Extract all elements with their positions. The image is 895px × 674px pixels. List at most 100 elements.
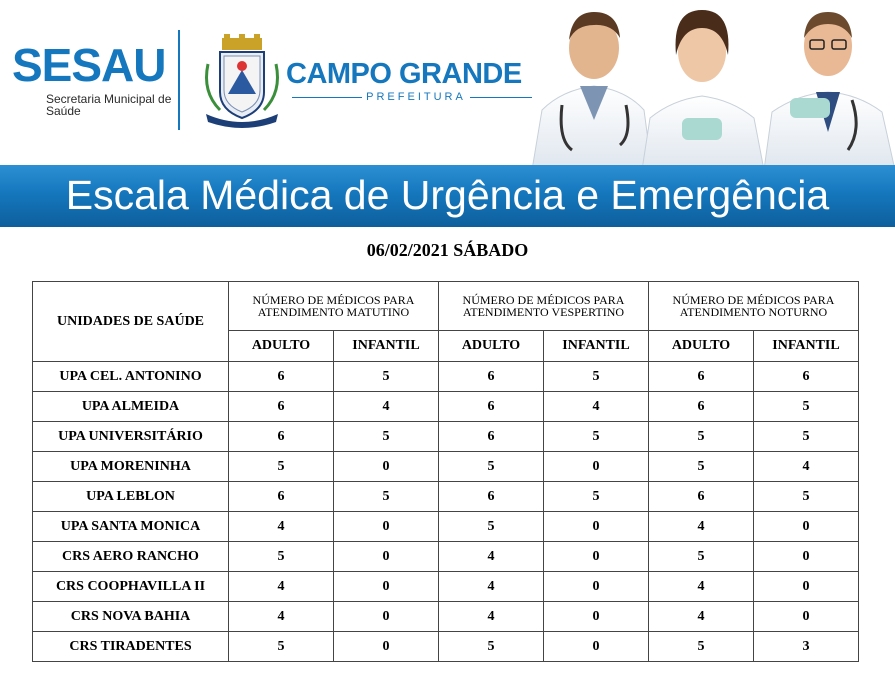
doctor-count: 6 xyxy=(648,361,754,392)
date-title: 06/02/2021 SÁBADO xyxy=(366,240,529,260)
unit-name: UPA MORENINHA xyxy=(32,451,229,482)
doctor-count: 5 xyxy=(753,391,859,422)
doctor-count: 5 xyxy=(228,541,334,572)
doctor-count: 5 xyxy=(543,421,649,452)
doctor-count: 4 xyxy=(753,451,859,482)
unit-name: UPA ALMEIDA xyxy=(32,391,229,422)
subheader-child: INFANTIL xyxy=(333,330,439,362)
doctor-count: 4 xyxy=(648,601,754,632)
doctor-count: 6 xyxy=(228,481,334,512)
doctor-count: 6 xyxy=(228,391,334,422)
doctors-photo xyxy=(532,0,895,170)
doctor-count: 5 xyxy=(543,481,649,512)
doctor-count: 0 xyxy=(333,451,439,482)
subheader-child: INFANTIL xyxy=(753,330,859,362)
doctor-count: 4 xyxy=(438,601,544,632)
sesau-logo: SESAU xyxy=(12,39,166,91)
unit-column-header: UNIDADES DE SAÚDE xyxy=(32,281,229,362)
doctor-count: 0 xyxy=(753,571,859,602)
doctor-count: 0 xyxy=(543,571,649,602)
group-header-afternoon: NÚMERO DE MÉDICOS PARA ATENDIMENTO VESPE… xyxy=(438,281,649,331)
doctor-count: 4 xyxy=(333,391,439,422)
doctor-count: 5 xyxy=(648,451,754,482)
doctor-count: 6 xyxy=(438,361,544,392)
doctor-count: 4 xyxy=(438,571,544,602)
title-banner: Escala Médica de Urgência e Emergência xyxy=(0,165,895,227)
doctor-count: 4 xyxy=(228,511,334,542)
group-header-night: NÚMERO DE MÉDICOS PARA ATENDIMENTO NOTUR… xyxy=(648,281,859,331)
table-row: CRS COOPHAVILLA II 4 0 4 0 4 0 xyxy=(32,571,859,602)
doctor-count: 6 xyxy=(228,421,334,452)
divider-line xyxy=(470,97,542,98)
doctor-count: 4 xyxy=(228,571,334,602)
doctor-count: 0 xyxy=(333,601,439,632)
page-header: SESAU Secretaria Municipal de Saúde CAMP… xyxy=(0,0,895,170)
unit-name: CRS AERO RANCHO xyxy=(32,541,229,572)
coat-of-arms-icon xyxy=(205,34,279,128)
unit-name: UPA LEBLON xyxy=(32,481,229,512)
unit-name: UPA UNIVERSITÁRIO xyxy=(32,421,229,452)
doctor-count: 5 xyxy=(648,541,754,572)
group-header-morning: NÚMERO DE MÉDICOS PARA ATENDIMENTO MATUT… xyxy=(228,281,439,331)
doctor-count: 6 xyxy=(753,361,859,392)
unit-name: CRS TIRADENTES xyxy=(32,631,229,662)
table-row: UPA UNIVERSITÁRIO 6 5 6 5 5 5 xyxy=(32,421,859,452)
doctor-count: 0 xyxy=(543,511,649,542)
doctor-count: 5 xyxy=(438,511,544,542)
subheader-child: INFANTIL xyxy=(543,330,649,362)
subheader-adult: ADULTO xyxy=(648,330,754,362)
doctor-count: 5 xyxy=(228,631,334,662)
doctor-count: 3 xyxy=(753,631,859,662)
table-row: UPA MORENINHA 5 0 5 0 5 4 xyxy=(32,451,859,482)
doctor-count: 6 xyxy=(648,481,754,512)
doctor-count: 6 xyxy=(648,391,754,422)
unit-name: CRS NOVA BAHIA xyxy=(32,601,229,632)
table-subheader-row: ADULTO INFANTIL ADULTO INFANTIL ADULTO I… xyxy=(33,330,859,362)
table-row: CRS NOVA BAHIA 4 0 4 0 4 0 xyxy=(32,601,859,632)
doctor-count: 0 xyxy=(333,571,439,602)
doctor-count: 0 xyxy=(333,631,439,662)
table-row: UPA CEL. ANTONINO 6 5 6 5 6 6 xyxy=(32,361,859,392)
doctor-count: 6 xyxy=(228,361,334,392)
doctor-count: 5 xyxy=(753,421,859,452)
divider-line xyxy=(292,97,362,98)
doctor-count: 0 xyxy=(543,541,649,572)
doctor-count: 5 xyxy=(648,631,754,662)
unit-name: UPA SANTA MONICA xyxy=(32,511,229,542)
doctor-count: 6 xyxy=(438,421,544,452)
doctor-count: 0 xyxy=(543,631,649,662)
doctor-count: 5 xyxy=(333,361,439,392)
doctor-count: 4 xyxy=(648,571,754,602)
table-row: UPA ALMEIDA 6 4 6 4 6 5 xyxy=(32,391,859,422)
doctor-count: 5 xyxy=(648,421,754,452)
subheader-adult: ADULTO xyxy=(438,330,544,362)
banner-title: Escala Médica de Urgência e Emergência xyxy=(65,172,830,218)
doctor-count: 5 xyxy=(438,631,544,662)
doctor-count: 0 xyxy=(543,451,649,482)
doctor-count: 5 xyxy=(228,451,334,482)
unit-name: CRS COOPHAVILLA II xyxy=(32,571,229,602)
doctor-count: 0 xyxy=(753,601,859,632)
doctor-count: 4 xyxy=(228,601,334,632)
doctor-count: 0 xyxy=(333,541,439,572)
doctor-count: 5 xyxy=(333,421,439,452)
logo-divider xyxy=(178,30,180,130)
prefeitura-subtitle: PREFEITURA xyxy=(366,91,466,103)
doctor-count: 6 xyxy=(438,391,544,422)
doctor-count: 0 xyxy=(333,511,439,542)
campo-grande-title: CAMPO GRANDE xyxy=(286,58,522,90)
doctor-count: 4 xyxy=(438,541,544,572)
table-row: CRS TIRADENTES 5 0 5 0 5 3 xyxy=(32,631,859,662)
doctor-count: 0 xyxy=(753,511,859,542)
doctor-count: 0 xyxy=(543,601,649,632)
doctor-count: 0 xyxy=(753,541,859,572)
table-row: UPA LEBLON 6 5 6 5 6 5 xyxy=(32,481,859,512)
doctor-count: 5 xyxy=(333,481,439,512)
table-row: CRS AERO RANCHO 5 0 4 0 5 0 xyxy=(32,541,859,572)
doctor-count: 5 xyxy=(753,481,859,512)
table-row: UPA SANTA MONICA 4 0 5 0 4 0 xyxy=(32,511,859,542)
doctor-count: 4 xyxy=(648,511,754,542)
doctor-count: 6 xyxy=(438,481,544,512)
unit-name: UPA CEL. ANTONINO xyxy=(32,361,229,392)
table-header-row: UNIDADES DE SAÚDE NÚMERO DE MÉDICOS PARA… xyxy=(32,281,859,362)
